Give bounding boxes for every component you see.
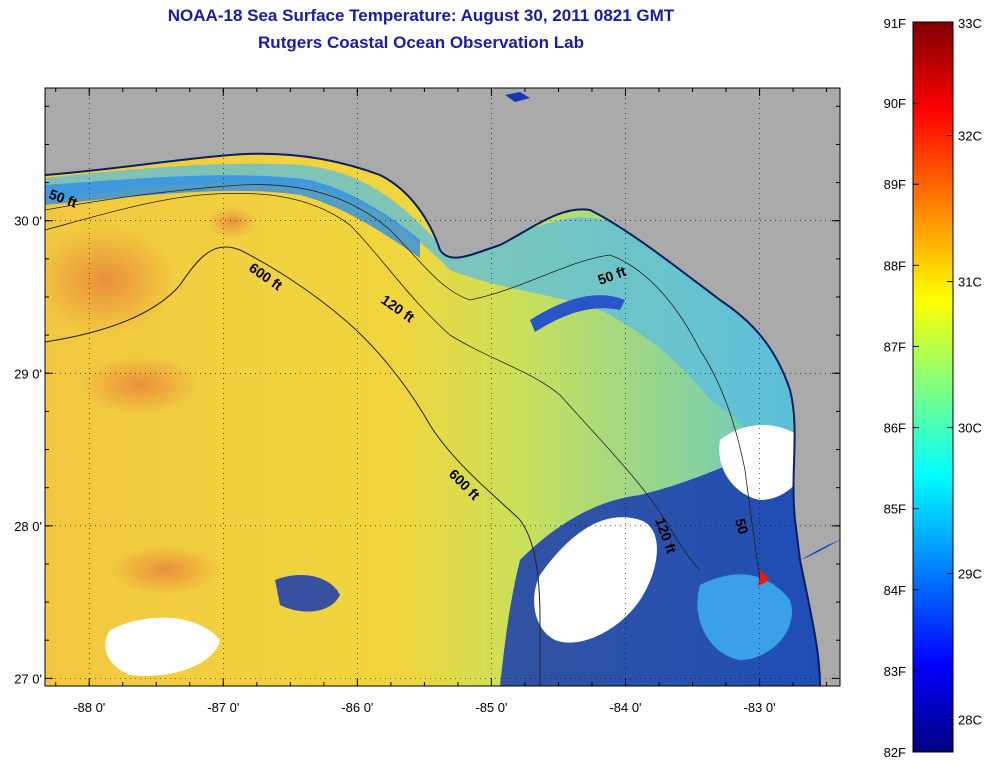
isobath-600ft xyxy=(45,246,541,686)
map-subtitle: Rutgers Coastal Ocean Observation Lab xyxy=(258,33,584,52)
cloud-mask xyxy=(719,425,808,500)
cold-patch xyxy=(275,575,340,612)
y-tick-label: 30 0' xyxy=(14,214,42,229)
colorbar-f-label: 87F xyxy=(884,339,906,354)
axis-ticks xyxy=(45,88,840,686)
colorbar-fahrenheit-labels: 91F 90F 89F 88F 87F 86F 85F 84F 83F 82F xyxy=(884,16,919,760)
colorbar-c-label: 33C xyxy=(958,16,982,31)
map-title: NOAA-18 Sea Surface Temperature: August … xyxy=(167,6,675,25)
colorbar-f-label: 82F xyxy=(884,745,906,760)
y-tick-label: 28 0' xyxy=(14,519,42,534)
warm-patch xyxy=(207,206,257,238)
x-tick-label: -83 0' xyxy=(743,700,775,715)
cold-streak xyxy=(530,295,625,332)
map-frame xyxy=(44,87,841,687)
land-mass-north xyxy=(45,88,300,160)
warm-patch xyxy=(45,225,175,335)
cold-nearshore xyxy=(45,175,420,258)
coastline xyxy=(45,152,821,686)
cloud-mask xyxy=(105,617,220,676)
x-tick-label: -85 0' xyxy=(475,700,507,715)
hot-spot xyxy=(758,570,770,586)
x-tick-label: -84 0' xyxy=(609,700,641,715)
y-tick-label: 29 0' xyxy=(14,366,42,381)
colorbar-c-label: 30C xyxy=(958,421,982,436)
colorbar-f-label: 89F xyxy=(884,177,906,192)
warm-patch xyxy=(80,355,200,415)
colorbar-f-label: 84F xyxy=(884,583,906,598)
lake xyxy=(505,92,530,102)
land-mass xyxy=(45,88,840,560)
cool-eddy xyxy=(697,574,792,660)
warm-patch xyxy=(110,545,220,595)
land-mass-peninsula xyxy=(800,540,840,686)
x-tick-label: -87 0' xyxy=(207,700,239,715)
cool-coastal-band xyxy=(45,163,790,471)
colorbar-c-label: 29C xyxy=(958,567,982,582)
colorbar-f-label: 86F xyxy=(884,421,906,436)
x-tick-label: -88 0' xyxy=(73,700,105,715)
axis-tick-labels: -88 0' -87 0' -86 0' -85 0' -84 0' -83 0' 27 0… xyxy=(14,214,775,715)
colorbar-c-label: 32C xyxy=(958,129,982,144)
colorbar-f-label: 88F xyxy=(884,258,906,273)
isobath-50ft xyxy=(45,184,761,581)
y-tick-label: 27 0' xyxy=(14,671,42,686)
colorbar-scale xyxy=(912,21,954,753)
colorbar-f-label: 83F xyxy=(884,664,906,679)
colorbar-c-label: 28C xyxy=(958,713,982,728)
x-tick-label: -86 0' xyxy=(341,700,373,715)
colorbar-f-label: 91F xyxy=(884,16,906,31)
cloud-mask xyxy=(534,517,657,643)
colorbar-celsius-labels: 33C 32C 31C 30C 29C 28C xyxy=(947,16,982,728)
colorbar-f-label: 85F xyxy=(884,502,906,517)
contour-label: 50 xyxy=(732,517,752,536)
isobath-120ft xyxy=(45,192,701,571)
colorbar-f-label: 90F xyxy=(884,96,906,111)
colorbar-c-label: 31C xyxy=(958,275,982,290)
